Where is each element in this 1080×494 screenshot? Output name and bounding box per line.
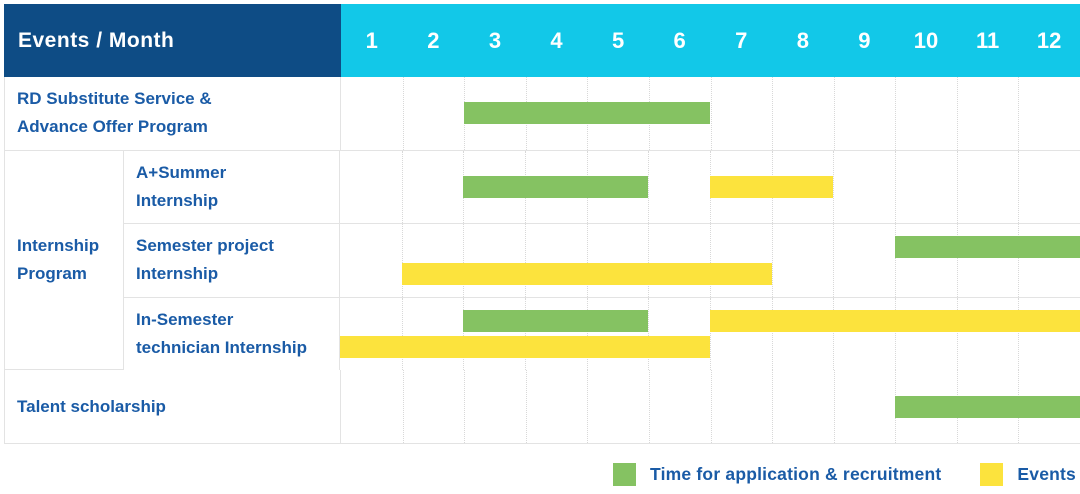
month-gridline [402, 370, 404, 443]
month-gridline [710, 224, 711, 297]
application-bar [463, 175, 649, 198]
month-axis: 1 2 3 4 5 6 7 8 9 10 11 12 [341, 4, 1080, 77]
month-gridline [833, 224, 835, 297]
month-gridline [402, 77, 404, 150]
month-gridline [648, 297, 650, 371]
events-month-table: Events / Month 1 2 3 4 5 6 7 8 9 10 11 1… [4, 4, 1080, 444]
month-gridline [401, 150, 403, 224]
month-gridline [956, 77, 958, 150]
table-title: Events / Month [4, 4, 341, 77]
month-label-9: 9 [858, 27, 871, 53]
row-label-in-semester: In-Semester technician Internship [124, 297, 340, 371]
month-gridline [772, 370, 774, 443]
month-gridline [772, 77, 774, 150]
month-gridline [771, 224, 773, 297]
month-label-1: 1 [365, 27, 378, 53]
chart-row-semester-project [340, 224, 1080, 297]
chart-row-talent-scholarship [341, 370, 1080, 443]
application-legend-swatch [613, 463, 637, 486]
row-label-talent-scholarship: Talent scholarship [5, 370, 341, 443]
application-bar [895, 236, 1080, 259]
row-label-semester-project: Semester project Internship [124, 224, 340, 297]
events-bar [710, 175, 834, 198]
month-gridline [895, 224, 896, 297]
month-gridline [464, 370, 466, 443]
table-body: RD Substitute Service & Advance Offer Pr… [4, 77, 1080, 444]
month-gridline [956, 150, 958, 224]
month-label-3: 3 [488, 27, 502, 53]
month-label-7: 7 [735, 27, 748, 53]
application-legend-label: Time for application & recruitment [650, 464, 942, 484]
table-row: In-Semester technician Internship [124, 297, 1080, 371]
month-gridline [401, 224, 403, 297]
month-gridline [525, 224, 526, 297]
group-label-internship-program: Internship Program [5, 150, 124, 371]
application-bar [463, 309, 649, 332]
events-legend-swatch [980, 463, 1004, 486]
month-gridline [1018, 77, 1020, 150]
month-label-10: 10 [913, 27, 939, 53]
table-row: Semester project Internship [124, 224, 1080, 298]
month-gridline [710, 370, 712, 443]
chart-row-a-plus-summer [340, 150, 1080, 224]
month-gridline [895, 77, 897, 150]
month-gridline [463, 224, 465, 297]
events-legend-label: Events [1017, 464, 1076, 484]
internship-program-group: Internship Program A+Summer Internship S… [5, 150, 1080, 371]
month-gridline [956, 297, 958, 371]
chart-row-in-semester [340, 297, 1080, 371]
chart-row-rd-substitute [341, 77, 1080, 150]
month-gridline [648, 370, 650, 443]
month-gridline [833, 370, 835, 443]
table-row: Talent scholarship [5, 370, 1080, 444]
month-gridline [586, 224, 588, 297]
month-label-12: 12 [1036, 27, 1062, 53]
month-gridline [1018, 224, 1020, 297]
row-label-a-plus-summer: A+Summer Internship [124, 150, 340, 224]
month-label-8: 8 [796, 27, 809, 53]
events-bar [340, 336, 710, 359]
month-gridline [648, 150, 650, 224]
application-bar [895, 395, 1080, 418]
month-label-2: 2 [427, 27, 440, 53]
month-gridline [1018, 297, 1020, 371]
internship-program-rows: A+Summer Internship Semester project Int… [124, 150, 1080, 371]
table-row: RD Substitute Service & Advance Offer Pr… [5, 77, 1080, 151]
events-bar [710, 309, 1080, 332]
month-gridline [833, 150, 835, 224]
month-label-11: 11 [975, 27, 1000, 53]
month-gridline [956, 224, 958, 297]
table-header-row: Events / Month 1 2 3 4 5 6 7 8 9 10 11 1… [4, 4, 1080, 77]
month-label-5: 5 [611, 27, 625, 53]
row-label-rd-substitute: RD Substitute Service & Advance Offer Pr… [5, 77, 341, 150]
month-gridline [895, 150, 896, 224]
month-gridline [833, 77, 835, 150]
month-gridline [1018, 150, 1020, 224]
month-gridline [463, 297, 465, 371]
month-gridline [895, 297, 896, 371]
month-label-6: 6 [673, 27, 686, 53]
month-gridline [587, 370, 589, 443]
month-gridline [710, 77, 712, 150]
month-label-4: 4 [550, 27, 563, 53]
month-gridline [525, 370, 527, 443]
legend: Time for application & recruitment Event… [613, 463, 1076, 486]
month-gridline [401, 297, 403, 371]
month-gridline [586, 297, 588, 371]
application-bar [464, 102, 711, 125]
events-bar [401, 262, 772, 285]
month-gridline [525, 297, 526, 371]
month-gridline [648, 224, 650, 297]
month-gridline [710, 297, 711, 371]
month-gridline [833, 297, 835, 371]
month-gridline [771, 297, 773, 371]
table-row: A+Summer Internship [124, 150, 1080, 225]
